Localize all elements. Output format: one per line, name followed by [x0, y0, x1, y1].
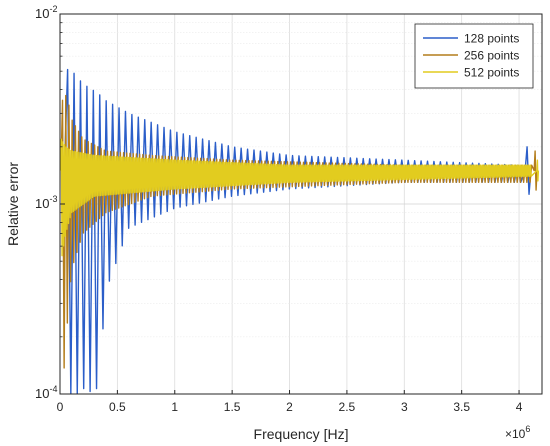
series-lines	[60, 68, 540, 394]
legend-label-128: 128 points	[464, 32, 519, 46]
y-tick-base: 10	[35, 386, 49, 401]
y-tick-exponent: -2	[49, 4, 57, 14]
x-tick-label: 1	[171, 400, 178, 414]
x-tick-label: 3	[401, 400, 408, 414]
legend-label-256: 256 points	[464, 49, 519, 63]
y-tick-label: 10-2	[35, 4, 57, 21]
x-tick-label: 2.5	[339, 400, 356, 414]
legend-box	[414, 23, 534, 89]
y-axis-label: Relative error	[5, 162, 21, 246]
series-line-512	[60, 138, 540, 257]
axis-ticks: 0 0.5 1 1.5 2 2.5 3 3.5 410-410-310-2	[35, 4, 523, 414]
legend: 128 points 256 points 512 points	[414, 23, 534, 89]
x-tick-label: 0	[57, 400, 64, 414]
x-axis-label: Frequency [Hz]	[254, 426, 349, 442]
y-tick-base: 10	[35, 6, 49, 21]
x-tick-label: 3.5	[453, 400, 470, 414]
x-tick-label: 4	[516, 400, 523, 414]
legend-label-512: 512 points	[464, 66, 519, 80]
x-tick-label: 2	[286, 400, 293, 414]
y-tick-base: 10	[35, 196, 49, 211]
y-tick-label: 10-3	[35, 194, 57, 211]
x-tick-label: 1.5	[224, 400, 241, 414]
y-tick-exponent: -3	[49, 194, 57, 204]
x-exponent-label: ×106	[505, 424, 530, 441]
x-tick-label: 0.5	[109, 400, 126, 414]
y-tick-exponent: -4	[49, 384, 57, 394]
y-tick-label: 10-4	[35, 384, 57, 401]
